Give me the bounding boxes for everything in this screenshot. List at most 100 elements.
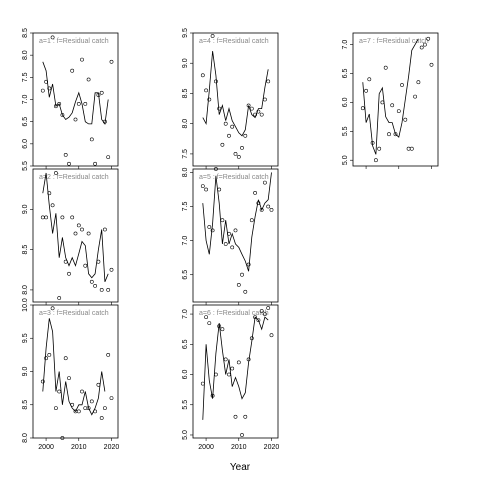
data-point xyxy=(259,309,264,313)
y-tick-label: 6.0 xyxy=(342,97,349,107)
panel-1: a=1 : f=Residual catch 5.5 6.0 6.5 7.0 7.5 8.0… xyxy=(22,28,119,171)
data-point xyxy=(256,201,261,206)
data-point xyxy=(213,79,218,84)
data-point xyxy=(227,372,231,377)
panel-frame xyxy=(352,32,439,167)
data-point xyxy=(360,106,365,111)
y-tick-label: 8.0 xyxy=(182,167,189,177)
data-point xyxy=(60,436,65,440)
data-point xyxy=(266,306,271,310)
data-point xyxy=(96,382,101,387)
data-point xyxy=(230,245,235,250)
data-point xyxy=(413,94,418,99)
y-tick-label: 7.5 xyxy=(182,149,189,159)
data-point xyxy=(259,112,264,117)
data-point xyxy=(220,142,225,147)
y-tick-label: 7.0 xyxy=(22,95,29,105)
data-point xyxy=(236,154,241,159)
data-point xyxy=(96,259,101,264)
data-point xyxy=(259,207,264,212)
data-point xyxy=(243,414,248,419)
data-point xyxy=(396,109,401,114)
data-point xyxy=(390,103,395,108)
panel-3: a=3 : f=Residual catch 8.0 8.5 9.0 9.5 10.0 20… xyxy=(22,298,119,451)
data-point xyxy=(57,296,62,300)
data-point xyxy=(246,262,251,267)
data-point xyxy=(47,86,52,91)
series-line xyxy=(42,172,109,282)
panel-6: a=6 : f=Residual catch 5.0 5.5 6.0 6.5 7.0 200… xyxy=(182,304,279,451)
y-tick-label: 8.5 xyxy=(22,400,29,410)
data-point xyxy=(213,372,218,377)
data-point xyxy=(73,231,78,236)
series-line xyxy=(42,61,109,125)
data-point xyxy=(200,381,205,386)
data-point xyxy=(387,132,391,137)
data-point xyxy=(86,231,91,236)
data-point xyxy=(217,324,222,329)
data-point xyxy=(210,34,215,38)
data-point xyxy=(93,409,98,414)
data-point xyxy=(76,409,81,414)
data-point xyxy=(67,161,71,166)
data-point xyxy=(240,145,244,150)
data-point xyxy=(204,88,209,93)
y-tick-label: 8.0 xyxy=(182,119,189,129)
data-point xyxy=(99,416,104,420)
data-point xyxy=(370,140,375,145)
data-point xyxy=(63,259,68,264)
data-point xyxy=(266,204,271,209)
x-tick-label: 2000 xyxy=(198,444,214,451)
data-point xyxy=(227,133,231,138)
data-point xyxy=(210,393,215,398)
data-point xyxy=(70,215,75,220)
y-tick-label: 6.5 xyxy=(22,117,29,127)
data-point xyxy=(200,73,205,78)
data-point xyxy=(99,90,104,95)
x-tick-label: 2010 xyxy=(71,444,87,451)
data-point xyxy=(233,228,238,233)
data-point xyxy=(253,315,258,320)
panel-strip-label: a=1 : f=Residual catch xyxy=(39,38,109,45)
data-point xyxy=(364,88,369,93)
data-point xyxy=(99,287,104,292)
data-point xyxy=(73,117,78,122)
data-point xyxy=(217,106,222,111)
data-point xyxy=(106,287,111,292)
data-point xyxy=(233,151,238,156)
data-point xyxy=(426,36,431,41)
data-point xyxy=(57,389,62,394)
y-tick-label: 5.0 xyxy=(342,155,349,165)
data-point xyxy=(233,414,238,419)
data-point xyxy=(63,356,68,361)
data-point xyxy=(207,225,212,229)
data-point xyxy=(89,399,94,404)
y-tick-label: 7.0 xyxy=(182,309,189,319)
data-point xyxy=(70,68,75,73)
y-tick-label: 8.5 xyxy=(22,28,29,38)
data-point xyxy=(40,88,45,93)
data-point xyxy=(50,35,55,40)
data-point xyxy=(207,97,212,102)
panel-5: a=5 : f=Residual catch 6.5 7.0 7.5 8.0 xyxy=(182,167,279,305)
data-point xyxy=(367,77,372,82)
data-point xyxy=(106,352,111,357)
data-point xyxy=(236,360,241,365)
data-point xyxy=(80,389,84,394)
data-point xyxy=(103,227,107,232)
data-point xyxy=(103,406,107,411)
data-point xyxy=(269,333,274,338)
panel-strip-label: a=6 : f=Residual catch xyxy=(199,310,269,317)
panel-frame xyxy=(192,304,279,439)
panel-strip-label: a=3 : f=Residual catch xyxy=(39,310,109,317)
y-tick-label: 5.5 xyxy=(182,400,189,410)
data-point xyxy=(67,376,71,381)
data-point xyxy=(393,132,398,137)
data-point xyxy=(89,137,94,142)
panel-strip-label: a=7 : f=Residual catch xyxy=(359,38,429,45)
data-point xyxy=(83,102,88,106)
data-point xyxy=(86,406,91,411)
x-tick-label: 2000 xyxy=(38,444,54,451)
data-point xyxy=(240,433,244,437)
